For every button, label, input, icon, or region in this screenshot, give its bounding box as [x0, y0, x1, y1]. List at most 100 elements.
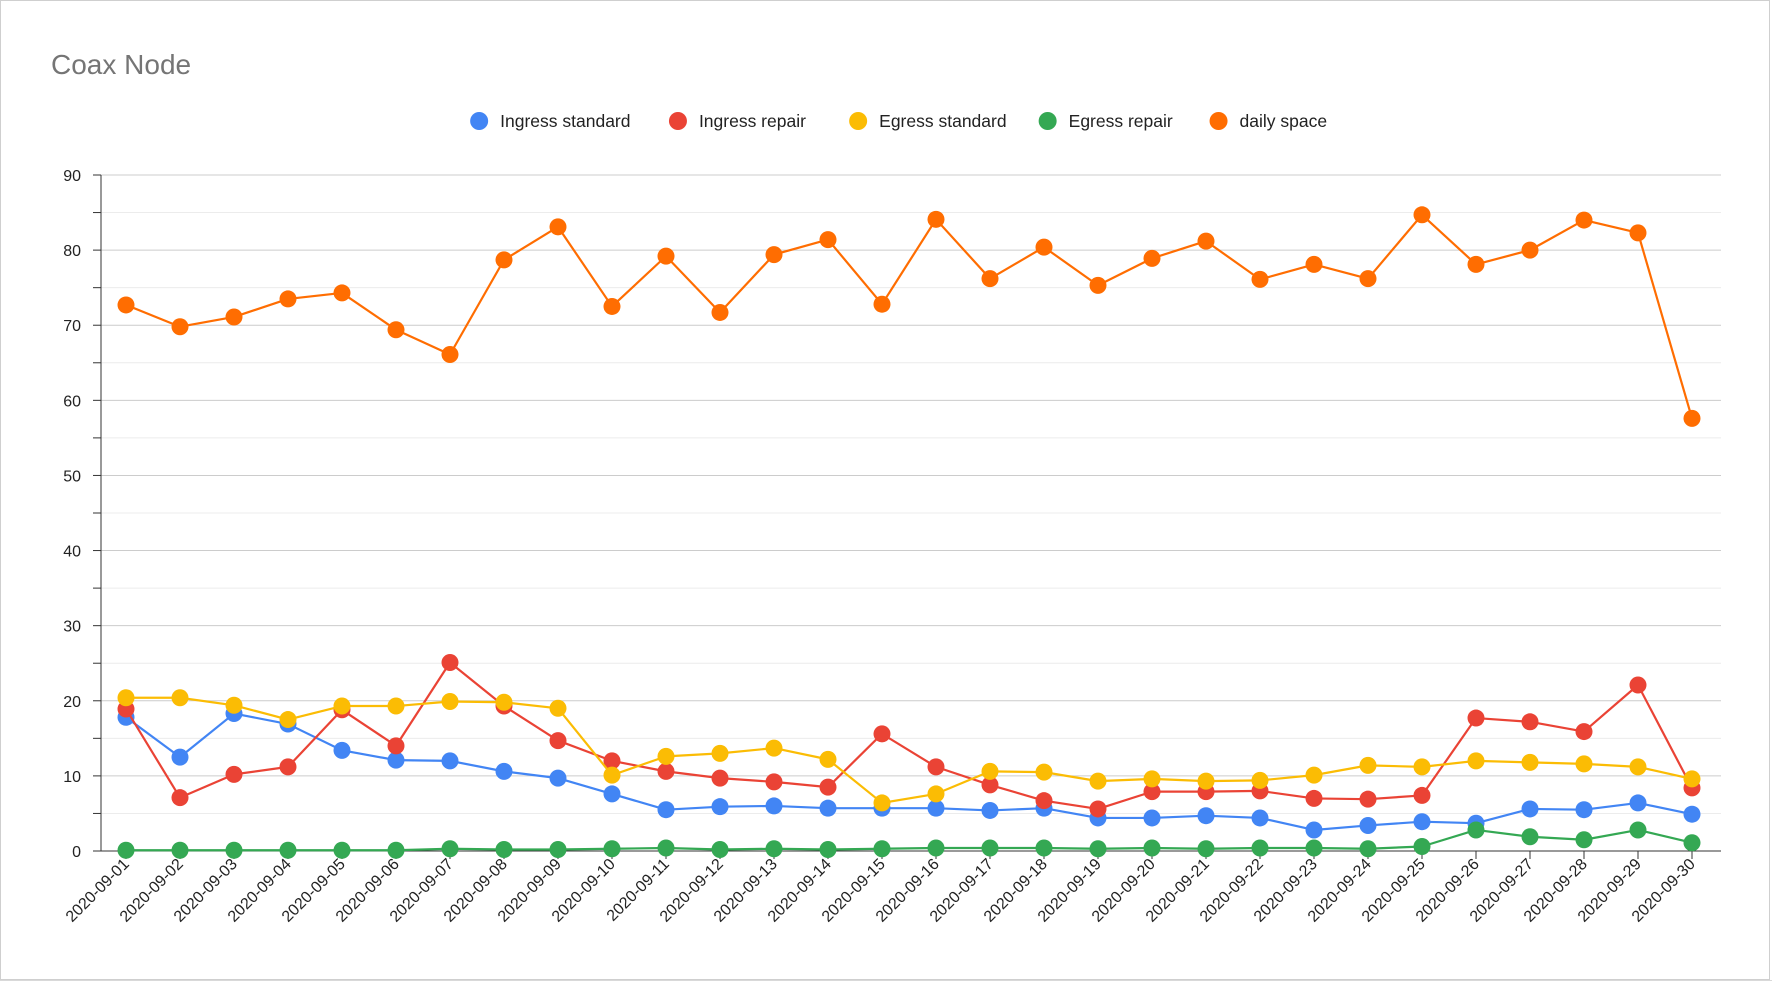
data-point[interactable]: [927, 758, 945, 776]
data-point[interactable]: [1629, 794, 1647, 812]
data-point[interactable]: [1035, 839, 1053, 857]
data-point[interactable]: [873, 794, 891, 812]
data-point[interactable]: [1629, 676, 1647, 694]
data-point[interactable]: [495, 840, 513, 858]
legend-item[interactable]: Egress repair: [1038, 111, 1173, 131]
data-point[interactable]: [117, 841, 135, 859]
data-point[interactable]: [1467, 709, 1485, 727]
data-point[interactable]: [765, 246, 783, 264]
data-point[interactable]: [1305, 766, 1323, 784]
data-point[interactable]: [549, 699, 567, 717]
legend-item[interactable]: daily space: [1209, 111, 1328, 131]
data-point[interactable]: [387, 841, 405, 859]
data-point[interactable]: [819, 799, 837, 817]
data-point[interactable]: [1197, 772, 1215, 790]
data-point[interactable]: [765, 797, 783, 815]
data-point[interactable]: [387, 751, 405, 769]
data-point[interactable]: [495, 251, 513, 269]
data-point[interactable]: [117, 689, 135, 707]
data-point[interactable]: [1413, 758, 1431, 776]
data-point[interactable]: [1305, 821, 1323, 839]
data-point[interactable]: [1521, 800, 1539, 818]
data-point[interactable]: [495, 693, 513, 711]
data-point[interactable]: [1143, 783, 1161, 801]
data-point[interactable]: [1035, 763, 1053, 781]
data-point[interactable]: [387, 697, 405, 715]
data-point[interactable]: [1197, 807, 1215, 825]
data-point[interactable]: [1467, 255, 1485, 273]
data-point[interactable]: [225, 308, 243, 326]
data-point[interactable]: [1143, 839, 1161, 857]
data-point[interactable]: [981, 762, 999, 780]
data-point[interactable]: [765, 739, 783, 757]
data-point[interactable]: [225, 841, 243, 859]
data-point[interactable]: [927, 210, 945, 228]
data-point[interactable]: [603, 766, 621, 784]
data-point[interactable]: [225, 696, 243, 714]
data-point[interactable]: [1305, 255, 1323, 273]
data-point[interactable]: [1575, 723, 1593, 741]
data-point[interactable]: [981, 839, 999, 857]
data-point[interactable]: [333, 741, 351, 759]
data-point[interactable]: [603, 297, 621, 315]
data-point[interactable]: [1089, 772, 1107, 790]
data-point[interactable]: [549, 218, 567, 236]
data-point[interactable]: [819, 778, 837, 796]
data-point[interactable]: [873, 295, 891, 313]
data-point[interactable]: [279, 841, 297, 859]
data-point[interactable]: [1305, 839, 1323, 857]
data-point[interactable]: [1629, 224, 1647, 242]
data-point[interactable]: [1683, 805, 1701, 823]
data-point[interactable]: [171, 748, 189, 766]
data-point[interactable]: [1089, 800, 1107, 818]
data-point[interactable]: [171, 318, 189, 336]
data-point[interactable]: [1521, 713, 1539, 731]
data-point[interactable]: [711, 303, 729, 321]
data-point[interactable]: [1143, 770, 1161, 788]
data-point[interactable]: [549, 769, 567, 787]
data-point[interactable]: [1521, 241, 1539, 259]
data-point[interactable]: [1629, 758, 1647, 776]
data-point[interactable]: [819, 840, 837, 858]
data-point[interactable]: [441, 840, 459, 858]
data-point[interactable]: [765, 773, 783, 791]
data-point[interactable]: [1089, 276, 1107, 294]
data-point[interactable]: [981, 776, 999, 794]
data-point[interactable]: [1683, 409, 1701, 427]
data-point[interactable]: [441, 752, 459, 770]
data-point[interactable]: [711, 840, 729, 858]
data-point[interactable]: [441, 693, 459, 711]
data-point[interactable]: [1359, 270, 1377, 288]
data-point[interactable]: [117, 296, 135, 314]
data-point[interactable]: [1521, 753, 1539, 771]
data-point[interactable]: [495, 762, 513, 780]
data-point[interactable]: [1413, 786, 1431, 804]
data-point[interactable]: [1251, 839, 1269, 857]
data-point[interactable]: [657, 247, 675, 265]
data-point[interactable]: [1305, 789, 1323, 807]
data-point[interactable]: [171, 841, 189, 859]
data-point[interactable]: [1143, 809, 1161, 827]
data-point[interactable]: [657, 801, 675, 819]
data-point[interactable]: [1575, 755, 1593, 773]
data-point[interactable]: [603, 785, 621, 803]
data-point[interactable]: [333, 697, 351, 715]
data-point[interactable]: [657, 839, 675, 857]
data-point[interactable]: [1251, 771, 1269, 789]
data-point[interactable]: [387, 737, 405, 755]
data-point[interactable]: [171, 689, 189, 707]
data-point[interactable]: [711, 798, 729, 816]
data-point[interactable]: [1359, 790, 1377, 808]
legend-item[interactable]: Ingress standard: [470, 111, 631, 131]
data-point[interactable]: [873, 840, 891, 858]
data-point[interactable]: [1683, 770, 1701, 788]
data-point[interactable]: [603, 752, 621, 770]
data-point[interactable]: [279, 711, 297, 729]
data-point[interactable]: [333, 841, 351, 859]
data-point[interactable]: [1683, 834, 1701, 852]
data-point[interactable]: [549, 732, 567, 750]
data-point[interactable]: [1575, 211, 1593, 229]
data-point[interactable]: [1629, 821, 1647, 839]
data-point[interactable]: [927, 839, 945, 857]
legend-item[interactable]: Ingress repair: [668, 111, 806, 131]
